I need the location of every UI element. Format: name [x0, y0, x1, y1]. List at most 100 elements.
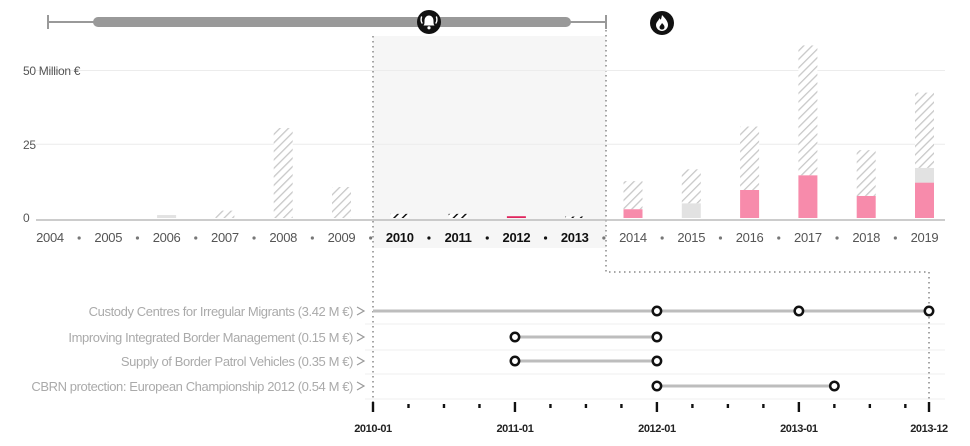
- bar-2019-solid-pink[interactable]: [915, 182, 934, 218]
- bar-2017-solid-pink[interactable]: [798, 175, 818, 218]
- bar-2017-hatched-grey[interactable]: [798, 45, 818, 176]
- bar-2015-hatched-grey[interactable]: [681, 169, 701, 204]
- project-label-4: CBRN protection: European Championship 2…: [31, 379, 353, 394]
- project-arrow-icon: [356, 332, 366, 342]
- bar-2019-hatched-grey[interactable]: [915, 92, 934, 168]
- flame-icon[interactable]: [650, 11, 674, 35]
- selection-highlight: [373, 36, 606, 248]
- timeline-minor-tick: [442, 404, 446, 408]
- timeline-minor-tick: [549, 404, 552, 408]
- x-tick-label-2019: 2019: [911, 230, 939, 245]
- bar-2016-solid-pink[interactable]: [740, 189, 760, 218]
- bar-series: [157, 45, 934, 218]
- timeline-minor-tick: [478, 404, 481, 408]
- x-separator-dot: [835, 236, 839, 240]
- timeline-minor-tick: [407, 404, 410, 408]
- project-arrow-icon: [356, 381, 366, 391]
- project-marker[interactable]: [651, 331, 663, 343]
- bar-2014-hatched-grey[interactable]: [623, 181, 643, 210]
- x-tick-label-2007: 2007: [211, 230, 239, 245]
- x-tick-label-2005: 2005: [94, 230, 122, 245]
- x-separator-dot: [660, 236, 664, 240]
- x-separator-dot: [77, 236, 81, 240]
- x-separator-dot: [310, 236, 314, 240]
- bar-2013-selected-hatched-black[interactable]: [565, 216, 585, 218]
- y-tick-label-0: 0: [23, 211, 30, 225]
- x-separator-dot: [194, 236, 198, 240]
- x-separator-dot: [718, 236, 723, 240]
- x-separator-dot: [135, 236, 140, 240]
- x-tick-label-2008: 2008: [269, 230, 297, 245]
- bar-2016-hatched-grey[interactable]: [740, 126, 760, 190]
- x-separator-dot: [543, 236, 548, 240]
- timeline-minor-tick: [726, 404, 730, 408]
- x-tick-label-2011: 2011: [445, 230, 472, 245]
- x-tick-label-2013: 2013: [561, 230, 589, 245]
- bar-2018-solid-pink[interactable]: [856, 195, 876, 218]
- timeline-minor-tick: [584, 404, 588, 408]
- timeline-date-label-2013-01: 2013-01: [780, 423, 818, 435]
- range-slider[interactable]: [47, 15, 607, 29]
- y-tick-label-25: 25: [23, 138, 36, 152]
- x-tick-label-2015: 2015: [677, 230, 705, 245]
- project-timeline: Custody Centres for Irregular Migrants (…: [31, 304, 945, 400]
- x-tick-label-2014: 2014: [619, 230, 647, 245]
- project-label-2: Improving Integrated Border Management (…: [68, 330, 353, 345]
- x-tick-label-2004: 2004: [36, 230, 64, 245]
- x-separator-dot: [252, 236, 256, 240]
- project-marker[interactable]: [651, 305, 663, 317]
- x-separator-dot: [369, 236, 373, 240]
- project-arrow-icon: [356, 356, 366, 366]
- bar-2007-hatched-grey[interactable]: [215, 210, 235, 218]
- timeline-minor-tick: [868, 404, 872, 408]
- x-tick-label-2016: 2016: [736, 230, 764, 245]
- bar-2009-hatched-grey[interactable]: [332, 187, 351, 218]
- project-marker[interactable]: [509, 355, 521, 367]
- project-marker[interactable]: [651, 355, 663, 367]
- project-label-3: Supply of Border Patrol Vehicles (0.35 M…: [121, 354, 353, 369]
- bar-2019-solid-grey[interactable]: [915, 167, 934, 183]
- project-arrow-icon: [356, 306, 366, 316]
- x-separator-dot: [602, 236, 606, 240]
- x-tick-label-2010: 2010: [386, 230, 414, 245]
- project-label-1: Custody Centres for Irregular Migrants (…: [89, 304, 353, 319]
- timeline-minor-tick: [620, 404, 623, 408]
- x-tick-label-2006: 2006: [153, 230, 181, 245]
- timeline-date-label-2011-01: 2011-01: [496, 423, 533, 435]
- bar-2018-hatched-grey[interactable]: [856, 150, 876, 196]
- bar-2008-hatched-grey[interactable]: [273, 128, 293, 218]
- project-marker[interactable]: [651, 380, 663, 392]
- timeline-date-label-2013-12: 2013-12: [910, 423, 948, 435]
- timeline-minor-tick: [904, 404, 907, 408]
- timeline-minor-tick: [762, 404, 765, 408]
- x-separator-dot: [777, 236, 781, 240]
- project-marker[interactable]: [793, 305, 805, 317]
- project-marker[interactable]: [828, 380, 840, 392]
- x-tick-label-2009: 2009: [328, 230, 356, 245]
- x-axis: 2004 2005 2006 2007 2008 2009 2010 2011 2012 2013…: [36, 230, 939, 245]
- x-tick-label-2017: 2017: [794, 230, 822, 245]
- x-separator-dot: [485, 236, 489, 240]
- bar-2011-selected-hatched-black[interactable]: [448, 213, 468, 218]
- project-marker[interactable]: [923, 305, 935, 317]
- bar-2015-solid-grey[interactable]: [681, 203, 701, 218]
- bell-icon[interactable]: [417, 10, 441, 34]
- x-tick-label-2018: 2018: [852, 230, 880, 245]
- grid: [36, 70, 945, 145]
- project-marker[interactable]: [509, 331, 521, 343]
- timeline-date-label-2012-01: 2012-01: [638, 423, 676, 435]
- selection-connector-right: [605, 30, 930, 407]
- timeline-axis: 2010-01 2011-01 2012-01 2013-01 2013-12: [354, 402, 948, 435]
- bar-2014-solid-pink[interactable]: [623, 209, 643, 218]
- y-tick-label-50: 50 Million €: [23, 64, 81, 78]
- x-separator-dot: [427, 236, 431, 240]
- bar-2006-solid-grey[interactable]: [157, 215, 177, 218]
- bar-2010-selected-hatched-black[interactable]: [390, 213, 410, 218]
- bar-2012-selected-red[interactable]: [506, 216, 526, 218]
- x-separator-dot: [893, 236, 897, 240]
- timeline-minor-tick: [691, 404, 694, 408]
- x-tick-label-2012: 2012: [503, 230, 531, 245]
- timeline-minor-tick: [833, 404, 836, 408]
